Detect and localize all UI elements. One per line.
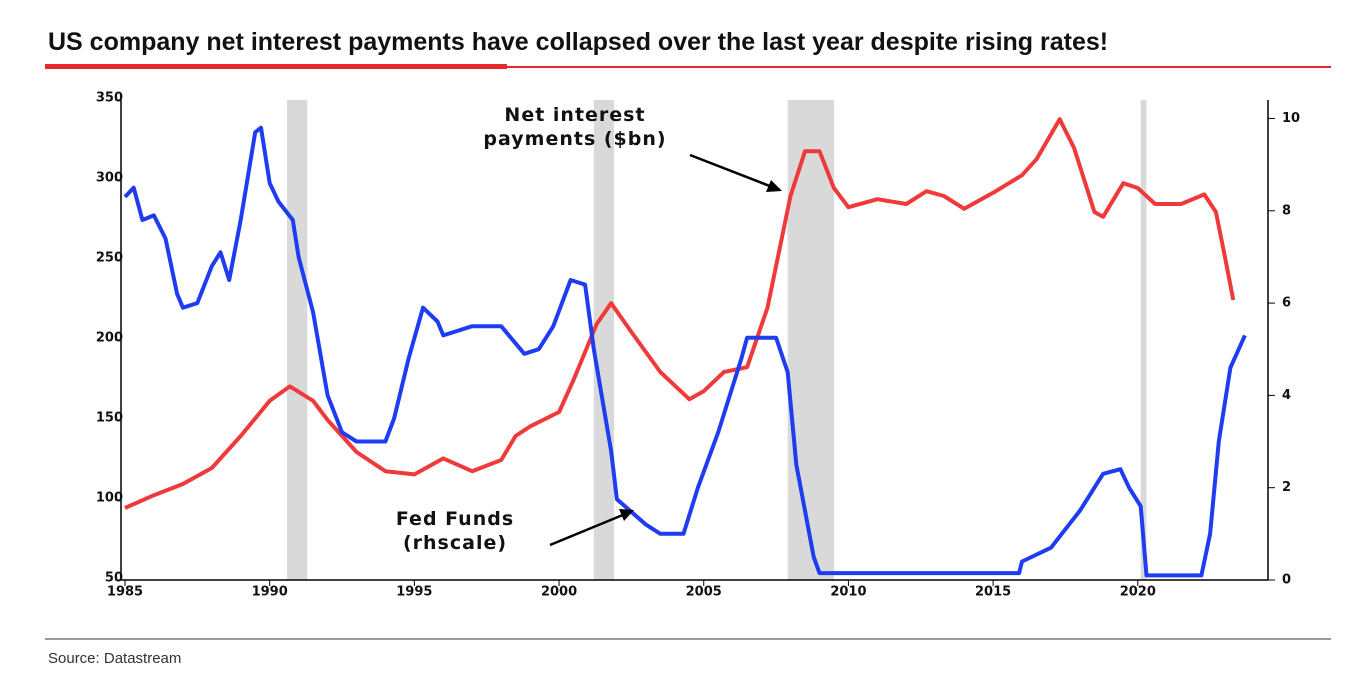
x-tick-label: 1995 (396, 585, 432, 600)
arrow (549, 510, 631, 547)
y2-tick-label: 2 (1282, 480, 1291, 495)
y-tick-label: 300 (96, 171, 123, 186)
y2-tick-label: 4 (1282, 388, 1291, 403)
x-tick-label: 1985 (107, 585, 143, 600)
source-rule (45, 638, 1331, 640)
y2-tick-label: 8 (1282, 203, 1291, 218)
y-tick-label: 350 (96, 91, 123, 106)
annotation: Fed Funds (rhscale) (395, 508, 515, 554)
arrow (689, 153, 781, 192)
y2-tick-label: 6 (1282, 296, 1291, 311)
x-tick-label: 2010 (830, 585, 866, 600)
x-tick-label: 1990 (252, 585, 288, 600)
annotation: Net interest payments ($bn) (483, 104, 667, 150)
y2-tick-label: 10 (1282, 111, 1300, 126)
x-tick-label: 2015 (975, 585, 1011, 600)
recession-band (287, 100, 308, 580)
arrow-head (619, 509, 634, 521)
y2-tick-label: 0 (1282, 573, 1291, 588)
title-rule (507, 66, 1331, 68)
recession-band (593, 100, 615, 580)
series-line (123, 125, 1247, 578)
title-underline (45, 64, 507, 69)
x-tick-label: 2005 (686, 585, 722, 600)
series-line (124, 117, 1236, 510)
x-tick-label: 2000 (541, 585, 577, 600)
y-tick-label: 200 (96, 331, 123, 346)
chart-title: US company net interest payments have co… (48, 28, 1109, 56)
y-tick-label: 50 (105, 571, 123, 586)
y-tick-label: 250 (96, 251, 123, 266)
y-tick-label: 150 (96, 411, 123, 426)
source-note: Source: Datastream (48, 650, 182, 667)
y-tick-label: 100 (96, 491, 123, 506)
x-tick-label: 2020 (1120, 585, 1156, 600)
arrow-head (766, 180, 782, 192)
plot-area: 50 100 150 200 250 300 350 0 2 4 6 8 10 1985 1990 1995 2… (96, 91, 1300, 600)
recession-band (1140, 100, 1147, 580)
